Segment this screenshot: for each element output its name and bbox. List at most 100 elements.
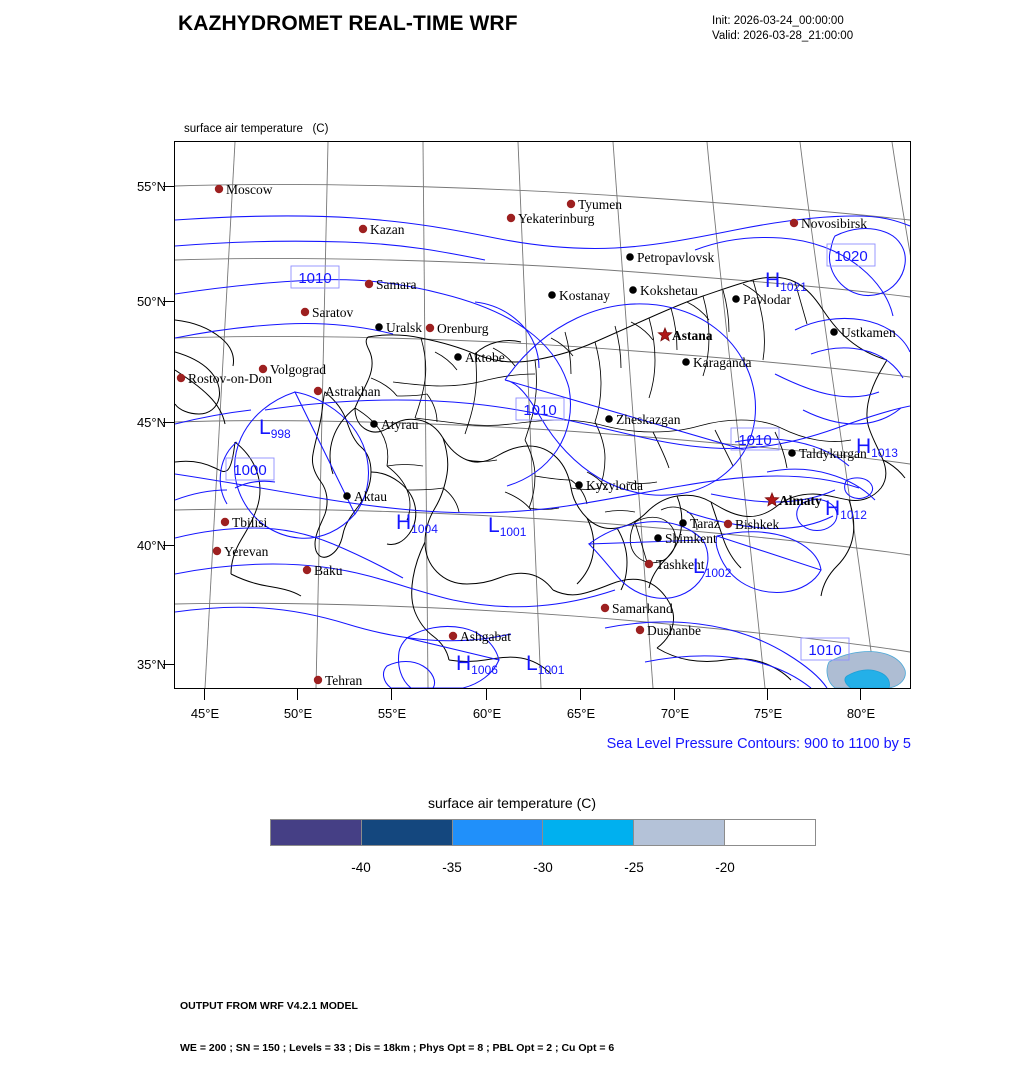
city-marker[interactable]: Samara xyxy=(364,277,417,292)
city-marker[interactable]: Moscow xyxy=(214,182,273,197)
city-marker[interactable]: Taraz xyxy=(679,516,720,531)
city-marker[interactable]: Yekaterinburg xyxy=(506,211,595,226)
pressure-value: 1001 xyxy=(500,525,527,539)
city-marker[interactable]: Zheskazgan xyxy=(605,412,681,427)
city-marker[interactable]: Tehran xyxy=(313,673,363,688)
colorbar-segment xyxy=(542,820,634,845)
city-marker[interactable]: Bishkek xyxy=(723,517,780,532)
city-label: Shimkent xyxy=(665,531,717,546)
city-marker[interactable]: Samarkand xyxy=(600,601,673,616)
svg-text:H1012: H1012 xyxy=(825,497,867,522)
city-marker[interactable]: Dushanbe xyxy=(635,623,701,638)
lat-tick-mark xyxy=(163,422,174,423)
contour-label-layer: 1010 1020 1010 1010 1000 1010 xyxy=(225,243,876,661)
colorbar-tick-labels: -40 -35 -30 -25 -20 xyxy=(270,860,816,880)
pressure-value: 1004 xyxy=(411,522,438,536)
city-marker[interactable]: Kostanay xyxy=(548,288,610,303)
lat-tick-40n: 40°N xyxy=(136,538,166,553)
city-label: Taraz xyxy=(690,516,720,531)
city-marker[interactable]: Atyrau xyxy=(370,417,419,432)
city-marker[interactable]: Yerevan xyxy=(212,544,269,559)
colorbar-tick: -25 xyxy=(624,860,644,875)
city-dot-icon xyxy=(732,295,740,303)
weather-map[interactable]: Moscow Kazan Yekaterinburg Tyumen Novosibirs… xyxy=(174,141,911,689)
lon-tick-75e: 75°E xyxy=(753,706,783,721)
city-marker[interactable]: Astrakhan xyxy=(313,384,381,399)
city-marker[interactable]: Kokshetau xyxy=(629,283,698,298)
city-label: Yerevan xyxy=(224,544,269,559)
city-dot-icon xyxy=(506,213,516,223)
city-marker[interactable]: Ustkamen xyxy=(830,325,896,340)
city-marker[interactable]: Orenburg xyxy=(425,321,489,336)
city-marker[interactable]: Almaty xyxy=(764,491,822,508)
capital-star-icon xyxy=(764,491,780,507)
city-dot-icon xyxy=(220,517,230,527)
city-label: Aktau xyxy=(354,489,387,504)
city-label: Almaty xyxy=(779,493,822,508)
city-label: Ustkamen xyxy=(841,325,896,340)
city-marker[interactable]: Tbilisi xyxy=(220,515,268,530)
city-marker[interactable]: Pavlodar xyxy=(732,292,791,307)
contour-label-text: 1020 xyxy=(834,248,867,265)
lat-tick-mark xyxy=(163,664,174,665)
colorbar-segment xyxy=(451,820,543,845)
city-marker[interactable]: Uralsk xyxy=(375,320,422,335)
lat-tick-50n: 50°N xyxy=(136,294,166,309)
city-marker[interactable]: Petropavlovsk xyxy=(626,250,714,265)
field-temperature-label: surface air temperature (C) xyxy=(184,123,329,135)
contour-value-label: 1010 xyxy=(730,427,780,451)
city-marker[interactable]: Volgograd xyxy=(258,362,326,377)
city-marker[interactable]: Astana xyxy=(657,326,713,343)
city-dot-icon xyxy=(679,519,687,527)
svg-text:H1004: H1004 xyxy=(396,511,438,536)
city-marker[interactable]: Taldykurgan xyxy=(788,446,867,461)
city-label: Baku xyxy=(314,563,343,578)
city-dot-icon xyxy=(370,420,378,428)
lon-tick-45e: 45°E xyxy=(190,706,220,721)
city-label: Pavlodar xyxy=(743,292,791,307)
pressure-value: 1012 xyxy=(840,508,867,522)
colorbar-tick: -20 xyxy=(715,860,735,875)
country-borders xyxy=(175,276,906,681)
city-marker[interactable]: Tyumen xyxy=(566,197,622,212)
city-marker[interactable]: Tashkent xyxy=(644,557,705,572)
city-marker[interactable]: Ashgabat xyxy=(448,629,511,644)
city-dot-icon xyxy=(313,675,323,685)
city-marker[interactable]: Kazan xyxy=(358,222,405,237)
colorbar-tick: -40 xyxy=(351,860,371,875)
colorbar-segment xyxy=(724,820,815,845)
city-label: Orenburg xyxy=(437,321,489,336)
pressure-type-glyph: H xyxy=(396,511,411,534)
pressure-type-glyph: H xyxy=(825,497,840,520)
lat-tick-mark xyxy=(163,301,174,302)
footer-line-config: WE = 200 ; SN = 150 ; Levels = 33 ; Dis … xyxy=(180,1042,615,1054)
city-marker[interactable]: Novosibirsk xyxy=(789,216,867,231)
city-marker[interactable]: Baku xyxy=(302,563,343,578)
lat-tick-55n: 55°N xyxy=(136,179,166,194)
city-marker[interactable]: Aktobe xyxy=(454,350,505,365)
city-marker[interactable]: Karaganda xyxy=(682,355,751,370)
city-marker[interactable]: Aktau xyxy=(343,489,387,504)
pressure-center-marker: H1013 xyxy=(856,435,898,460)
pressure-type-glyph: L xyxy=(259,416,271,439)
city-label: Tashkent xyxy=(656,557,705,572)
city-label: Novosibirsk xyxy=(801,216,867,231)
city-label: Astrakhan xyxy=(325,384,381,399)
colorbar-segment xyxy=(271,820,361,845)
city-label: Atyrau xyxy=(381,417,419,432)
temperature-colorbar[interactable] xyxy=(270,819,816,846)
contour-interval-legend: Sea Level Pressure Contours: 900 to 1100… xyxy=(606,736,911,752)
city-dot-icon xyxy=(789,218,799,228)
city-marker[interactable]: Kyzylorda xyxy=(575,478,643,493)
city-marker[interactable]: Rostov-on-Don xyxy=(176,371,272,386)
pressure-type-glyph: L xyxy=(693,555,705,578)
colorbar-title: surface air temperature (C) xyxy=(427,795,597,811)
colorbar-segment xyxy=(360,820,452,845)
city-marker[interactable]: Saratov xyxy=(300,305,354,320)
pressure-center-marker: L1001 xyxy=(488,514,527,539)
city-dot-icon xyxy=(723,519,733,529)
city-marker[interactable]: Shimkent xyxy=(654,531,717,546)
city-label: Moscow xyxy=(226,182,273,197)
svg-text:H1021: H1021 xyxy=(765,269,807,294)
